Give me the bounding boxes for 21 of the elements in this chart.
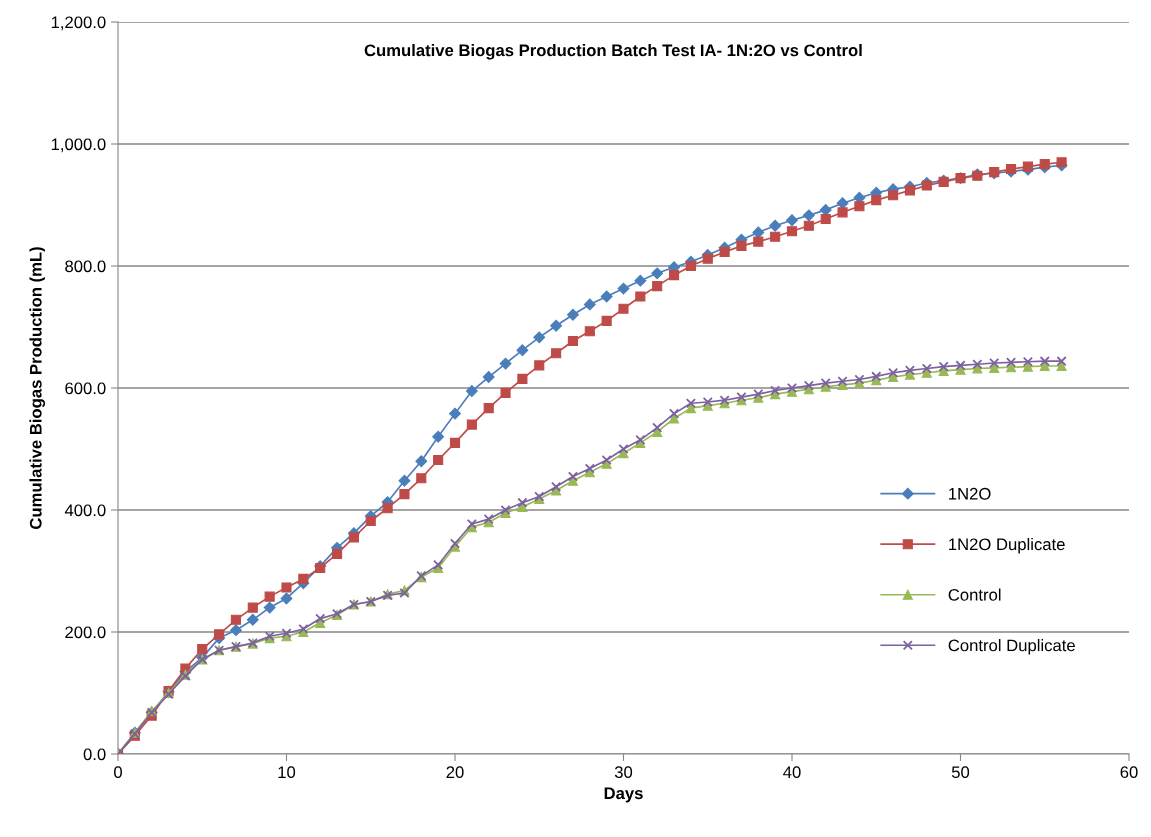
y-axis-title: Cumulative Biogas Production (mL) bbox=[29, 247, 46, 529]
y-tick-label: 0.0 bbox=[83, 748, 106, 761]
y-tick-label: 1,000.0 bbox=[51, 138, 106, 153]
x-axis-title: Days bbox=[604, 787, 643, 803]
text: Cumulative Biogas Production Batch Test IA- 1N:2O vs Control bbox=[364, 43, 862, 60]
x-tick-label: 30 bbox=[614, 766, 633, 779]
legend-label: 1N2O Duplicate bbox=[949, 537, 1065, 554]
x-tick-label: 10 bbox=[278, 766, 296, 779]
y-tick-label: 600.0 bbox=[65, 382, 106, 395]
y-tick-label: 1,200.0 bbox=[51, 16, 106, 31]
x-tick-label: 60 bbox=[1120, 766, 1138, 779]
x-tick-label: 40 bbox=[783, 766, 801, 779]
legend-label: Control bbox=[948, 588, 1001, 601]
legend-label: 1N2O bbox=[949, 487, 991, 500]
x-tick-label: 20 bbox=[446, 766, 464, 779]
x-tick-label: 50 bbox=[951, 766, 970, 779]
y-tick-label: 200.0 bbox=[65, 626, 106, 639]
y-tick-label: 800.0 bbox=[65, 260, 106, 273]
legend-label: Control Duplicate bbox=[948, 639, 1075, 655]
x-tick-label: 0 bbox=[114, 766, 122, 779]
y-tick-label: 400.0 bbox=[64, 504, 106, 517]
